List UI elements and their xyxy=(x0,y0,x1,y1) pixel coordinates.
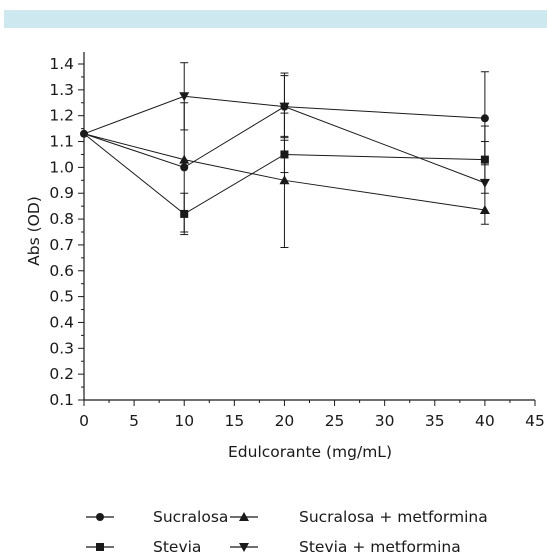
x-tick-label: 0 xyxy=(79,412,89,430)
legend-entry: Stevia xyxy=(86,538,201,556)
y-tick-label: 0.8 xyxy=(49,210,74,228)
y-tick-label: 0.9 xyxy=(49,184,74,202)
series-layer xyxy=(80,62,490,249)
ticks-group: 0 5 10 15 20 25 30 35 40 45 0.1 0.2 0.3 0.4 0.5 0.6 0.7 0… xyxy=(49,55,545,430)
y-tick-label: 1.3 xyxy=(49,81,74,99)
data-point xyxy=(179,154,190,164)
legend-entry: Sucralosa xyxy=(86,508,228,526)
legend-entry: Stevia + metformina xyxy=(230,538,461,556)
legend-marker xyxy=(239,543,249,552)
series-3 xyxy=(83,62,490,225)
x-tick-label: 40 xyxy=(475,412,495,430)
legend-marker xyxy=(96,543,104,551)
y-tick-label: 0.1 xyxy=(49,391,74,409)
data-point xyxy=(179,92,190,102)
x-tick-label: 5 xyxy=(129,412,139,430)
legend-marker xyxy=(239,512,249,521)
data-point xyxy=(480,114,489,123)
y-axis-title: Abs (OD) xyxy=(25,196,43,266)
y-tick-label: 0.3 xyxy=(49,339,74,357)
y-tick-label: 0.4 xyxy=(49,313,74,331)
y-tick-label: 1.1 xyxy=(49,133,74,151)
legend-label: Stevia xyxy=(153,538,201,556)
data-point xyxy=(279,102,290,112)
legend-label: Sucralosa xyxy=(153,508,228,526)
x-axis-title: Edulcorante (mg/mL) xyxy=(228,443,392,461)
y-tick-label: 1.4 xyxy=(49,55,74,73)
y-tick-label: 0.2 xyxy=(49,365,74,383)
y-tick-label: 0.6 xyxy=(49,262,74,280)
data-point xyxy=(279,175,290,185)
y-tick-label: 1.2 xyxy=(49,107,74,125)
y-tick-label: 1.0 xyxy=(49,158,74,176)
x-tick-label: 25 xyxy=(325,412,345,430)
top-color-band xyxy=(4,10,547,28)
legend-label: Stevia + metformina xyxy=(299,538,461,556)
x-tick-label: 35 xyxy=(425,412,445,430)
legend-entry: Sucralosa + metformina xyxy=(230,508,488,526)
series-line xyxy=(83,133,485,215)
legend-marker xyxy=(96,513,104,521)
x-tick-label: 15 xyxy=(224,412,244,430)
data-point xyxy=(479,178,490,188)
x-tick-label: 45 xyxy=(525,412,545,430)
y-tick-label: 0.7 xyxy=(49,236,74,254)
series-line xyxy=(83,133,485,211)
x-tick-label: 30 xyxy=(375,412,395,430)
data-point xyxy=(180,163,189,172)
x-tick-label: 20 xyxy=(275,412,295,430)
y-tick-label: 0.5 xyxy=(49,288,74,306)
legend: Sucralosa Stevia Sucralosa + metformina Ste… xyxy=(86,508,488,556)
x-tick-label: 10 xyxy=(174,412,194,430)
axes-group xyxy=(83,52,535,401)
legend-label: Sucralosa + metformina xyxy=(299,508,488,526)
data-point xyxy=(180,209,189,218)
series-2 xyxy=(83,112,490,249)
series-line xyxy=(83,95,486,184)
series-line xyxy=(83,106,485,168)
